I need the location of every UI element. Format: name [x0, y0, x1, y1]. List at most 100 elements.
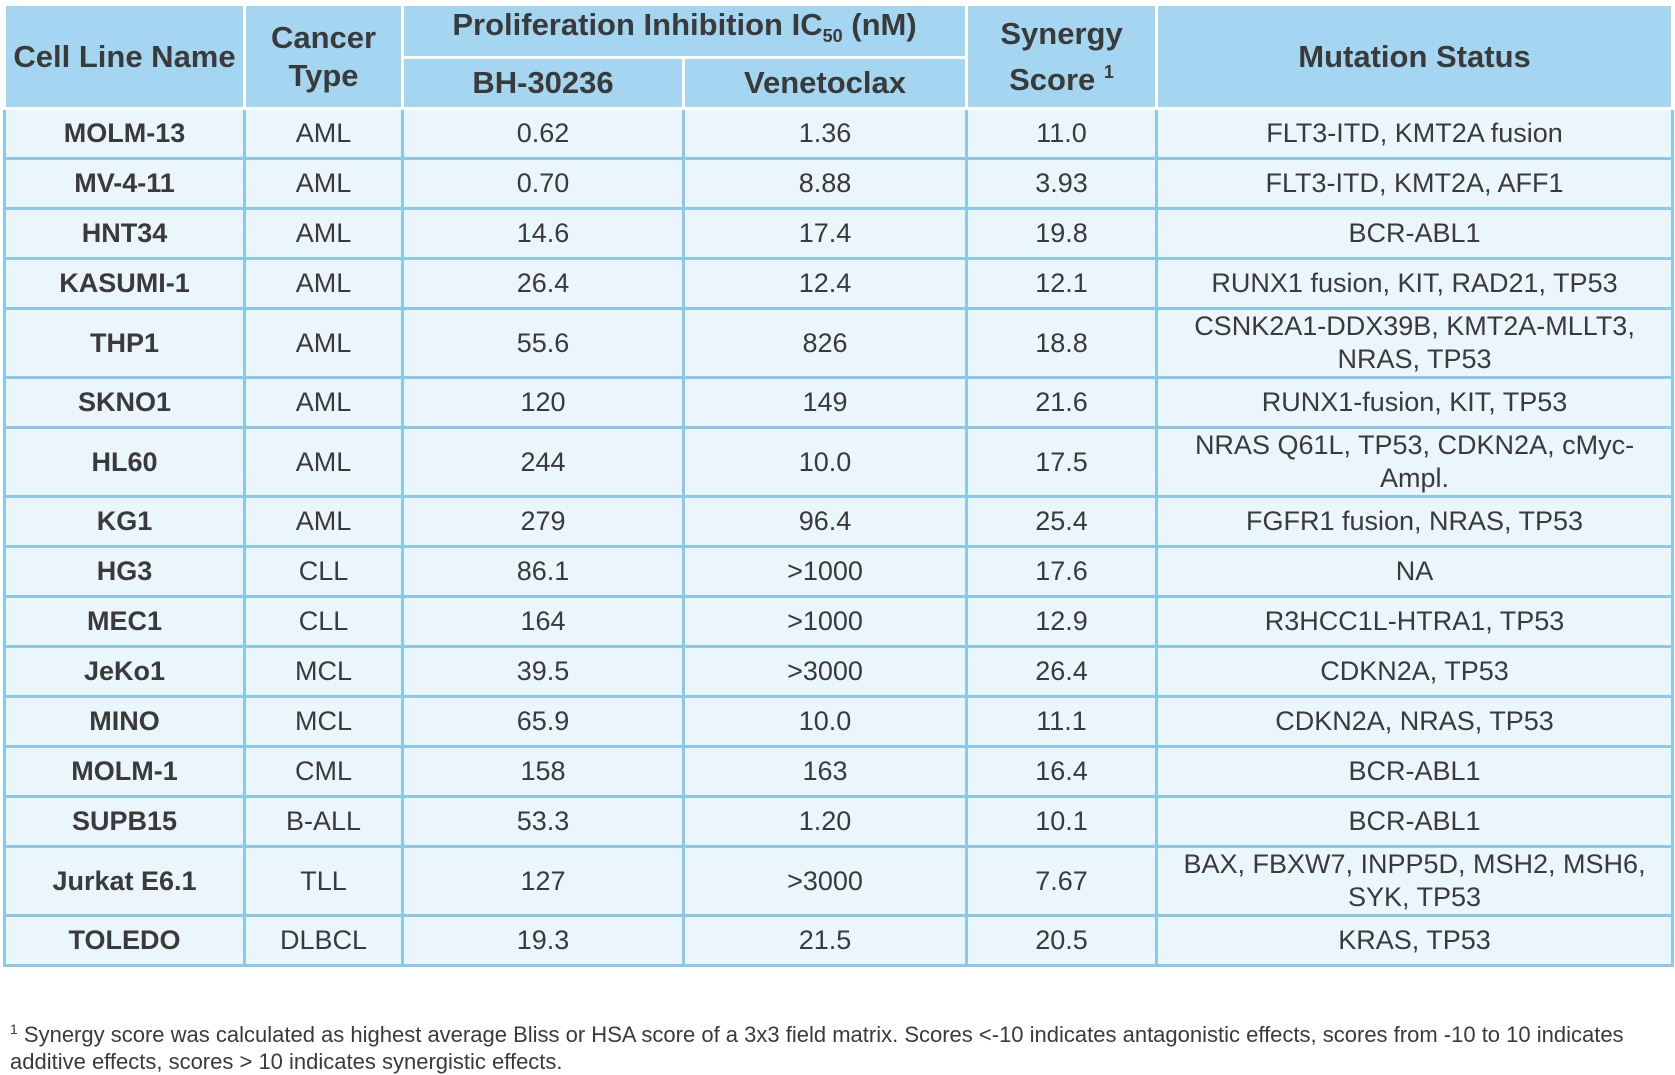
bh-30236-ic50-cell: 14.6	[401, 207, 685, 260]
table-row: THP1 AML 55.6 826 18.8 CSNK2A1-DDX39B, KMT2A-…	[3, 307, 1675, 379]
synergy-score-cell: 3.93	[965, 157, 1159, 210]
synergy-score-cell: 11.0	[965, 107, 1159, 160]
cancer-type-cell: DLBCL	[243, 914, 404, 967]
venetoclax-ic50-cell: 163	[681, 745, 969, 798]
header-mutation-status: Mutation Status	[1155, 3, 1675, 110]
mutation-status-cell: CDKN2A, TP53	[1155, 645, 1675, 698]
synergy-score-cell: 25.4	[965, 495, 1159, 548]
footnote-marker: 1	[10, 1021, 18, 1037]
synergy-score-cell: 12.1	[965, 257, 1159, 310]
cancer-type-cell: TLL	[243, 845, 404, 917]
synergy-score-cell: 17.6	[965, 545, 1159, 598]
synergy-score-cell: 12.9	[965, 595, 1159, 648]
bh-30236-ic50-cell: 55.6	[401, 307, 685, 379]
bh-30236-ic50-cell: 65.9	[401, 695, 685, 748]
cell-line-name: HNT34	[3, 207, 246, 260]
cancer-type-cell: CLL	[243, 545, 404, 598]
header-synergy-score: Synergy Score 1	[965, 3, 1159, 110]
mutation-status-cell: FLT3-ITD, KMT2A fusion	[1155, 107, 1675, 160]
mutation-status-cell: BCR-ABL1	[1155, 795, 1675, 848]
bh-30236-ic50-cell: 19.3	[401, 914, 685, 967]
mutation-status-cell: RUNX1 fusion, KIT, RAD21, TP53	[1155, 257, 1675, 310]
cell-line-name: HG3	[3, 545, 246, 598]
footnote-text: Synergy score was calculated as highest …	[10, 1022, 1624, 1074]
header-synergy-footnote-marker: 1	[1103, 61, 1114, 82]
header-synergy-label: Synergy Score	[1000, 15, 1123, 97]
table-row: MOLM-13 AML 0.62 1.36 11.0 FLT3-ITD, KMT2A fu…	[3, 107, 1675, 160]
venetoclax-ic50-cell: 149	[681, 376, 969, 429]
bh-30236-ic50-cell: 26.4	[401, 257, 685, 310]
venetoclax-ic50-cell: 12.4	[681, 257, 969, 310]
synergy-score-cell: 21.6	[965, 376, 1159, 429]
mutation-status-cell: KRAS, TP53	[1155, 914, 1675, 967]
header-venetoclax: Venetoclax	[681, 55, 969, 110]
cell-line-name: TOLEDO	[3, 914, 246, 967]
bh-30236-ic50-cell: 164	[401, 595, 685, 648]
cell-line-name: HL60	[3, 426, 246, 498]
cancer-type-cell: AML	[243, 207, 404, 260]
venetoclax-ic50-cell: 10.0	[681, 695, 969, 748]
header-bh-30236: BH-30236	[401, 55, 685, 110]
bh-30236-ic50-cell: 158	[401, 745, 685, 798]
ic50-table: Cell Line Name Cancer Type Proliferation…	[3, 3, 1675, 967]
bh-30236-ic50-cell: 279	[401, 495, 685, 548]
mutation-status-cell: CSNK2A1-DDX39B, KMT2A-MLLT3, NRAS, TP53	[1155, 307, 1675, 379]
cell-line-name: MOLM-13	[3, 107, 246, 160]
cell-line-name: KASUMI-1	[3, 257, 246, 310]
table-row: HL60 AML 244 10.0 17.5 NRAS Q61L, TP53, CDKN2…	[3, 426, 1675, 498]
bh-30236-ic50-cell: 0.62	[401, 107, 685, 160]
header-ic-label: Proliferation Inhibition IC	[452, 7, 823, 43]
synergy-score-cell: 17.5	[965, 426, 1159, 498]
table-container: Cell Line Name Cancer Type Proliferation…	[3, 3, 1675, 967]
mutation-status-cell: BCR-ABL1	[1155, 207, 1675, 260]
cancer-type-cell: AML	[243, 107, 404, 160]
venetoclax-ic50-cell: >1000	[681, 595, 969, 648]
table-row: MOLM-1 CML 158 163 16.4 BCR-ABL1	[3, 745, 1675, 798]
cancer-type-cell: MCL	[243, 695, 404, 748]
cell-line-name: MEC1	[3, 595, 246, 648]
synergy-score-cell: 11.1	[965, 695, 1159, 748]
synergy-score-cell: 16.4	[965, 745, 1159, 798]
header-proliferation-ic50: Proliferation Inhibition IC50 (nM)	[400, 3, 969, 59]
venetoclax-ic50-cell: 96.4	[681, 495, 969, 548]
cell-line-name: Jurkat E6.1	[3, 845, 246, 917]
table-row: KG1 AML 279 96.4 25.4 FGFR1 fusion, NRAS, TP5…	[3, 495, 1675, 548]
cancer-type-cell: B-ALL	[243, 795, 404, 848]
venetoclax-ic50-cell: >1000	[681, 545, 969, 598]
mutation-status-cell: BAX, FBXW7, INPP5D, MSH2, MSH6, SYK, TP5…	[1155, 845, 1675, 917]
bh-30236-ic50-cell: 86.1	[401, 545, 685, 598]
synergy-score-cell: 18.8	[965, 307, 1159, 379]
header-cell-line: Cell Line Name	[3, 3, 246, 110]
cancer-type-cell: AML	[243, 157, 404, 210]
mutation-status-cell: BCR-ABL1	[1155, 745, 1675, 798]
table-row: Jurkat E6.1 TLL 127 >3000 7.67 BAX, FBXW7, IN…	[3, 845, 1675, 917]
cancer-type-cell: AML	[243, 495, 404, 548]
synergy-score-cell: 20.5	[965, 914, 1159, 967]
venetoclax-ic50-cell: 826	[681, 307, 969, 379]
venetoclax-ic50-cell: 17.4	[681, 207, 969, 260]
table-row: MINO MCL 65.9 10.0 11.1 CDKN2A, NRAS, TP53	[3, 695, 1675, 748]
mutation-status-cell: FGFR1 fusion, NRAS, TP53	[1155, 495, 1675, 548]
venetoclax-ic50-cell: 8.88	[681, 157, 969, 210]
synergy-score-cell: 7.67	[965, 845, 1159, 917]
bh-30236-ic50-cell: 127	[401, 845, 685, 917]
cell-line-name: SKNO1	[3, 376, 246, 429]
bh-30236-ic50-cell: 0.70	[401, 157, 685, 210]
bh-30236-ic50-cell: 120	[401, 376, 685, 429]
mutation-status-cell: NRAS Q61L, TP53, CDKN2A, cMyc-Ampl.	[1155, 426, 1675, 498]
venetoclax-ic50-cell: 1.36	[681, 107, 969, 160]
cancer-type-cell: MCL	[243, 645, 404, 698]
header-ic-unit: (nM)	[842, 7, 917, 43]
cell-line-name: MINO	[3, 695, 246, 748]
header-ic-subscript: 50	[822, 26, 843, 47]
table-row: TOLEDO DLBCL 19.3 21.5 20.5 KRAS, TP53	[3, 914, 1675, 967]
synergy-score-cell: 10.1	[965, 795, 1159, 848]
venetoclax-ic50-cell: >3000	[681, 845, 969, 917]
table-row: KASUMI-1 AML 26.4 12.4 12.1 RUNX1 fusion, KIT…	[3, 257, 1675, 310]
table-row: HG3 CLL 86.1 >1000 17.6 NA	[3, 545, 1675, 598]
table-row: MEC1 CLL 164 >1000 12.9 R3HCC1L-HTRA1, TP53	[3, 595, 1675, 648]
bh-30236-ic50-cell: 244	[401, 426, 685, 498]
cancer-type-cell: CML	[243, 745, 404, 798]
cell-line-name: SUPB15	[3, 795, 246, 848]
cell-line-name: JeKo1	[3, 645, 246, 698]
